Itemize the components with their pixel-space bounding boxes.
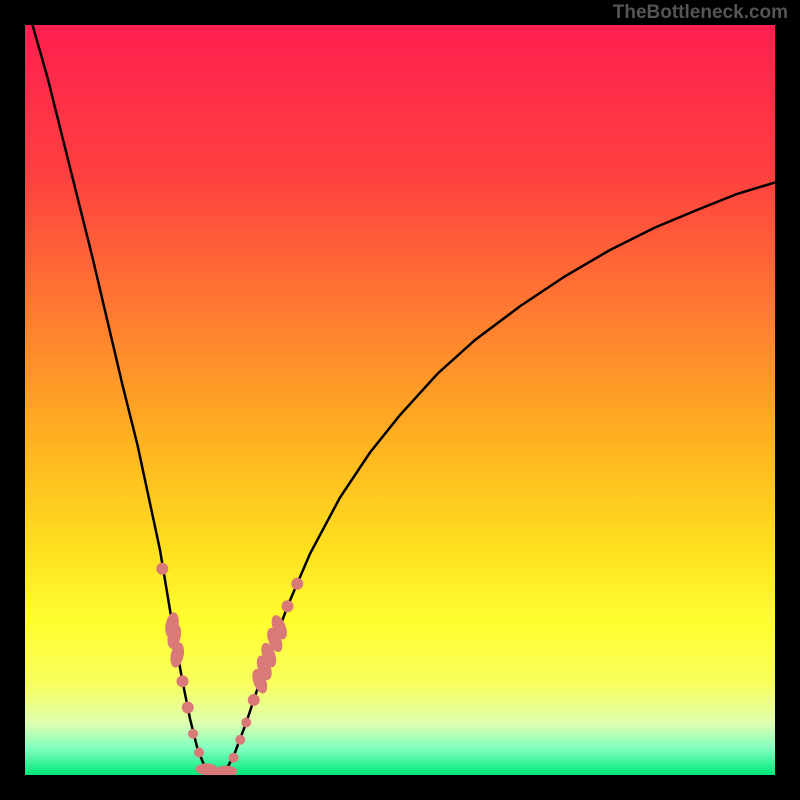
data-marker — [282, 600, 294, 612]
data-marker — [235, 735, 245, 745]
chart-svg — [0, 0, 800, 800]
data-marker — [229, 753, 239, 763]
data-marker — [188, 729, 198, 739]
data-marker — [177, 675, 189, 687]
data-marker — [248, 694, 260, 706]
bottleneck-chart-container: TheBottleneck.com — [0, 0, 800, 800]
data-marker — [182, 702, 194, 714]
data-marker — [156, 563, 168, 575]
attribution-label: TheBottleneck.com — [613, 2, 788, 24]
data-marker — [194, 748, 204, 758]
data-marker — [291, 578, 303, 590]
data-marker — [241, 718, 251, 728]
gradient-background — [25, 25, 775, 775]
